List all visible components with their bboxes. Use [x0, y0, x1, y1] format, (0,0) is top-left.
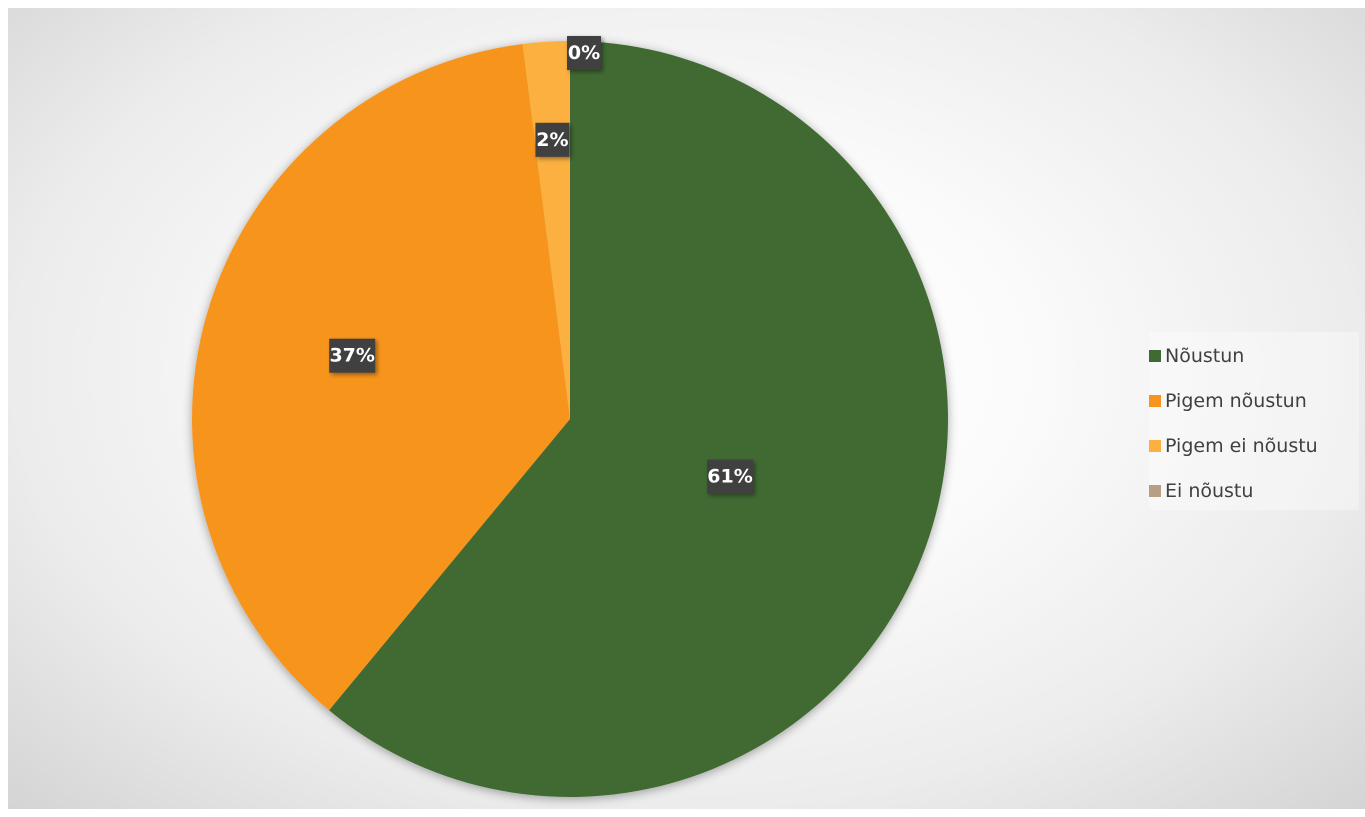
- pie-data-labels: 61% 37% 2% 0%: [329, 36, 754, 494]
- pie-chart: 61% 37% 2% 0%: [192, 36, 949, 797]
- pie-slices: [192, 41, 949, 797]
- data-label-text: 0%: [568, 42, 600, 64]
- data-label-text: 37%: [329, 345, 374, 367]
- legend-item: Nõustun: [1149, 344, 1244, 368]
- data-label: 2%: [535, 122, 570, 157]
- data-label: 0%: [567, 36, 601, 70]
- data-label: 61%: [707, 459, 754, 494]
- data-label-box: [707, 459, 754, 494]
- legend-swatch: [1149, 440, 1161, 452]
- data-label-text: 2%: [536, 129, 568, 151]
- legend-label: Nõustun: [1165, 345, 1245, 367]
- legend-item: Ei nõustu: [1149, 479, 1253, 503]
- legend-label: Pigem ei nõustu: [1165, 435, 1318, 457]
- data-label-box: [535, 122, 570, 157]
- legend-label: Ei nõustu: [1165, 480, 1254, 502]
- legend-swatch: [1149, 350, 1161, 362]
- pie-slice: [192, 43, 570, 711]
- legend-swatch: [1149, 485, 1161, 497]
- chart-area: 61% 37% 2% 0% Nõustun Pigem nõustun Pigem ei …: [8, 8, 1365, 809]
- legend-label: Pigem nõustun: [1165, 390, 1307, 412]
- data-label-box: [567, 36, 601, 70]
- legend-swatch: [1149, 395, 1161, 407]
- legend-item: Pigem ei nõustu: [1149, 434, 1318, 458]
- pie-slice: [329, 41, 949, 797]
- data-label-box: [329, 338, 376, 373]
- data-label: 37%: [329, 338, 376, 373]
- legend: Nõustun Pigem nõustun Pigem ei nõustu Ei nõ…: [1149, 332, 1359, 510]
- data-label-text: 61%: [707, 466, 752, 488]
- legend-item: Pigem nõustun: [1149, 389, 1307, 413]
